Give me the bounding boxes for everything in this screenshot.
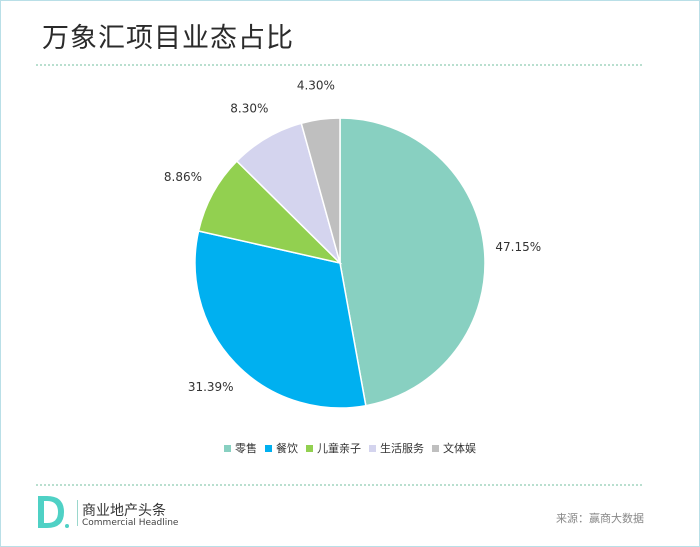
legend-label: 餐饮 <box>276 442 298 455</box>
legend-item: 零售 <box>224 440 257 456</box>
slice-value-label: 8.30% <box>230 102 268 116</box>
legend-swatch <box>224 444 231 452</box>
chart-legend: 零售 餐饮 儿童亲子 生活服务 文体娱 <box>0 440 700 456</box>
slice-value-label: 4.30% <box>297 79 335 93</box>
brand-logo-icon <box>38 496 69 528</box>
legend-label: 文体娱 <box>443 442 476 455</box>
data-source: 来源：赢商大数据 <box>556 512 644 525</box>
pie-labels: 47.15% 31.39% 8.86% 8.30% 4.30% <box>164 79 541 394</box>
legend-swatch <box>306 444 313 452</box>
legend-item: 餐饮 <box>265 440 298 456</box>
pie-slices <box>194 117 486 409</box>
bottom-divider <box>36 484 642 486</box>
pie-slice-3 <box>197 160 343 265</box>
brand-name-en: Commercial Headline <box>82 518 179 528</box>
legend-item: 生活服务 <box>369 440 424 456</box>
slice-value-label: 8.86% <box>164 170 202 184</box>
legend-item: 儿童亲子 <box>306 440 361 456</box>
top-divider <box>36 64 642 66</box>
legend-item: 文体娱 <box>432 440 476 456</box>
legend-swatch <box>369 444 376 452</box>
legend-swatch <box>265 444 272 452</box>
pie-slice-1 <box>339 117 486 407</box>
legend-label: 零售 <box>235 442 257 455</box>
chart-title: 万象汇项目业态占比 <box>42 23 294 54</box>
brand-name: 商业地产头条 <box>82 503 166 519</box>
legend-label: 儿童亲子 <box>317 442 361 455</box>
slice-value-label: 47.15% <box>495 240 541 254</box>
legend-label: 生活服务 <box>380 442 424 455</box>
pie-slice-2 <box>194 230 367 409</box>
slice-value-label: 31.39% <box>188 380 234 394</box>
legend-swatch <box>432 444 439 452</box>
brand-separator <box>77 500 78 526</box>
pie-slice-5 <box>300 117 341 264</box>
